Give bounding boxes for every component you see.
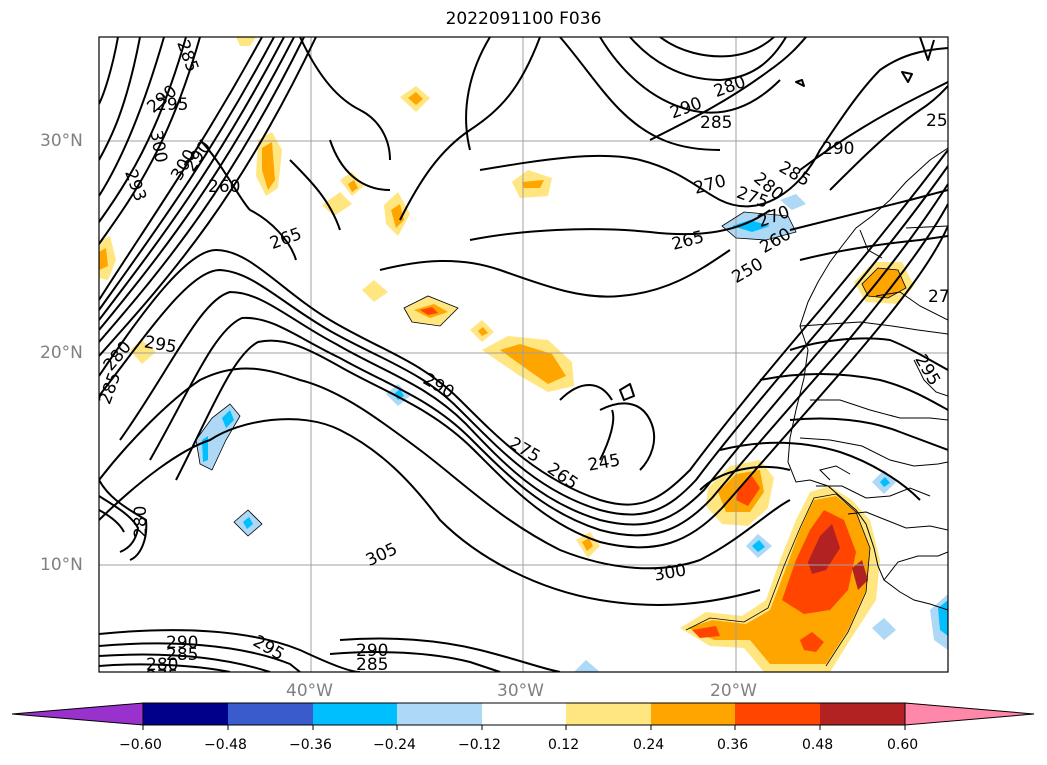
lat-label-20n: 20°N	[40, 343, 83, 363]
contour-label: 265	[543, 459, 581, 494]
contour-label: 265	[267, 224, 304, 254]
colorbar-segment	[397, 703, 482, 725]
contour-label: 300	[652, 560, 687, 585]
contour-label: 275	[505, 433, 543, 467]
contour-label: 290	[419, 369, 457, 403]
thin-contours	[195, 211, 907, 667]
lat-label-10n: 10°N	[40, 555, 83, 575]
positive-fill-patches	[99, 37, 914, 672]
colorbar-segment	[228, 703, 313, 725]
colorbar-tick-label: 0.24	[633, 737, 665, 753]
contour-label: 290	[166, 633, 198, 653]
colorbar-segment	[313, 703, 397, 725]
contour-label: 280	[711, 72, 748, 102]
contour-label: 305	[363, 539, 401, 571]
contour-label: 275	[146, 667, 178, 687]
colorbar-tick-label: −0.48	[204, 737, 247, 753]
colorbar-tick-label: 0.60	[887, 737, 919, 753]
colorbar-tick-label: 0.12	[548, 737, 580, 753]
map-title: 2022091100 F036	[445, 9, 602, 29]
colorbar-segment	[735, 703, 820, 725]
contour-label: 280	[100, 337, 136, 375]
contour-label: 290	[822, 139, 854, 159]
contour-label: 285	[700, 113, 732, 133]
contour-label: 280	[146, 655, 178, 675]
contour-label: 285	[166, 645, 198, 665]
contour-label: 245	[586, 450, 621, 475]
colorbar-tick-label: 0.48	[802, 737, 834, 753]
colorbar-segment	[566, 703, 651, 725]
contour-label: 290	[356, 641, 388, 661]
contour-label: 260	[208, 177, 240, 197]
contour-label: 285	[356, 655, 388, 675]
lat-label-30n: 30°N	[40, 131, 83, 151]
colorbar-segment	[820, 703, 905, 725]
colorbar-extend-right	[904, 702, 1035, 726]
contour-label: 265	[670, 227, 707, 255]
contour-label: 25	[926, 111, 948, 131]
contour-lines	[99, 37, 948, 672]
contour-label: 250	[729, 254, 767, 288]
colorbar-tick-label: −0.12	[458, 737, 501, 753]
colorbar-segment	[482, 703, 566, 725]
lon-label-40w: 40°W	[286, 681, 333, 701]
colorbar-extend-left	[11, 702, 144, 726]
contour-label: 27	[928, 287, 950, 307]
contour-label: 300	[145, 129, 170, 164]
lon-label-30w: 30°W	[497, 681, 544, 701]
plot-frame	[98, 36, 949, 673]
colorbar-segment	[651, 703, 735, 725]
gridlines	[99, 37, 948, 672]
colorbar	[11, 702, 1035, 730]
colorbar-tick-label: −0.60	[119, 737, 162, 753]
contour-label: 280	[131, 506, 151, 538]
colorbar-tick-label: −0.36	[289, 737, 332, 753]
contour-label: 295	[156, 95, 188, 115]
colorbar-tick-label: 0.36	[717, 737, 749, 753]
colorbar-segment	[143, 703, 228, 725]
colorbar-tick-label: −0.24	[373, 737, 416, 753]
contour-label: 295	[910, 351, 944, 389]
lon-label-20w: 20°W	[710, 681, 757, 701]
coastlines	[787, 147, 948, 611]
contour-label: 270	[692, 171, 729, 199]
